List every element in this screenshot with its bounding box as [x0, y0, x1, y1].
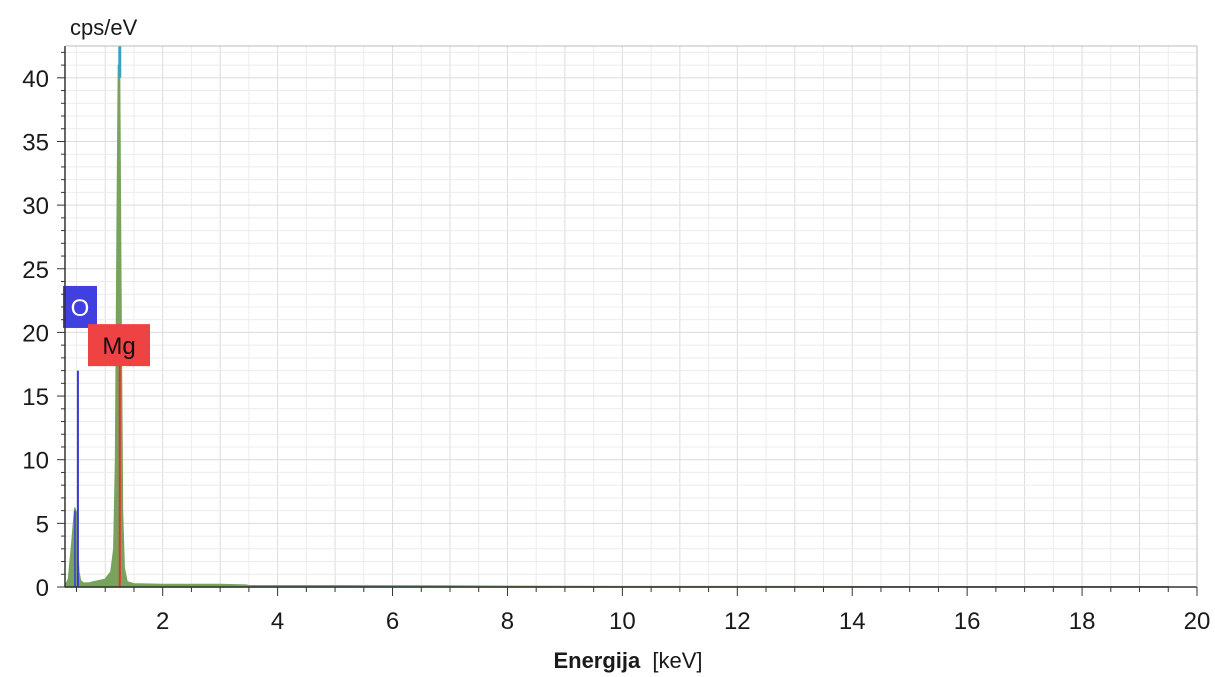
element-label-box: [88, 324, 150, 367]
y-tick-label: 30: [22, 193, 49, 220]
x-tick-label: 16: [954, 608, 981, 635]
element-label-mg: Mg: [88, 324, 150, 367]
y-tick-label: 35: [22, 129, 49, 156]
y-tick-label: 10: [22, 448, 49, 475]
spectrum-series: O Mg: [63, 46, 1170, 588]
x-tick-label: 8: [501, 608, 514, 635]
y-tick-label: 15: [22, 384, 49, 411]
x-tick-label: 20: [1184, 608, 1211, 635]
x-tick-label: 18: [1069, 608, 1096, 635]
element-label-box: [63, 285, 97, 328]
x-axis-label-name: Energija: [553, 648, 641, 673]
y-tick-label: 20: [22, 320, 49, 347]
x-axis-label: Energija [keV]: [553, 648, 702, 673]
element-label-o: O: [63, 285, 97, 328]
element-label-text: Mg: [102, 333, 135, 360]
x-tick-label: 6: [386, 608, 399, 635]
x-tick-label: 14: [839, 608, 866, 635]
x-tick-label: 4: [271, 608, 284, 635]
element-label-text: O: [71, 295, 90, 322]
y-tick-label: 40: [22, 66, 49, 93]
x-tick-label: 12: [724, 608, 751, 635]
y-axis-label: cps/eV: [70, 15, 138, 40]
axes: 0 5 10 15 20 25 30 35 40 2 4 6 8 10 12 14 16 18 20: [22, 45, 1211, 635]
grid: [65, 46, 1198, 587]
y-tick-label: 0: [36, 575, 49, 602]
y-tick-label: 5: [36, 511, 49, 538]
y-tick-label: 25: [22, 257, 49, 284]
x-tick-label: 10: [609, 608, 636, 635]
x-axis-label-unit: [keV]: [652, 648, 702, 673]
x-tick-label: 2: [156, 608, 169, 635]
plot-area: [65, 46, 1197, 587]
